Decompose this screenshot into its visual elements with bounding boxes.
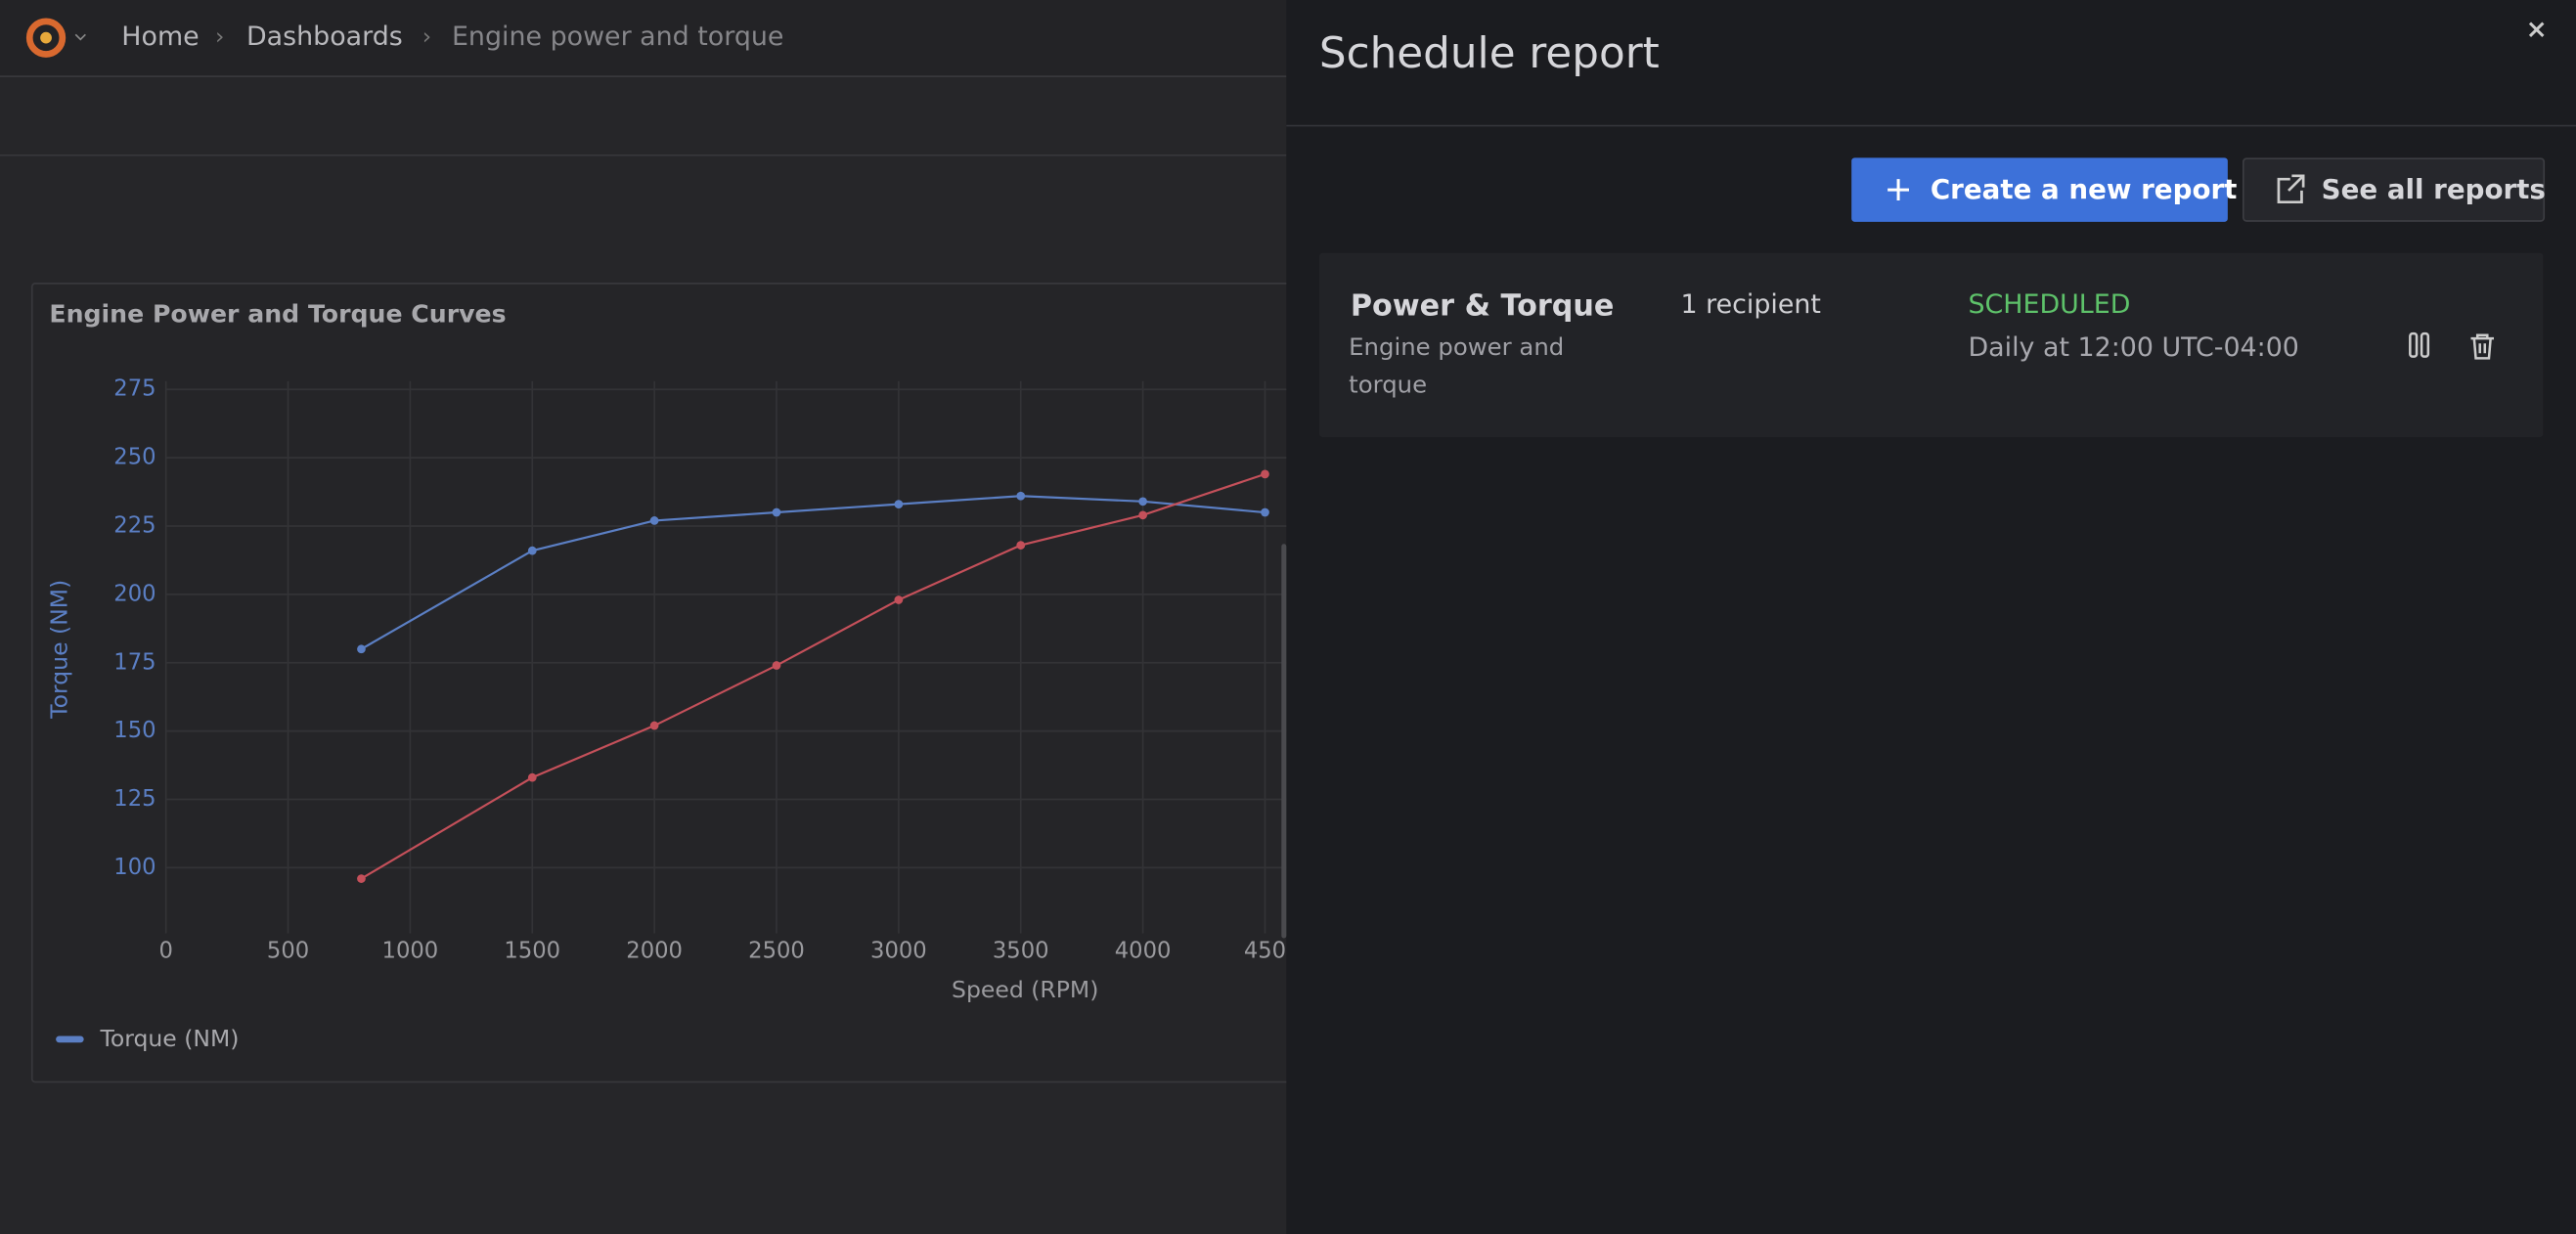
report-schedule: Daily at 12:00 UTC-04:00 bbox=[1968, 332, 2298, 363]
series-line bbox=[360, 472, 1266, 880]
data-point bbox=[649, 721, 659, 730]
report-description: Engine power and torque bbox=[1349, 334, 1565, 400]
data-point bbox=[772, 507, 781, 517]
legend-swatch bbox=[56, 1036, 84, 1043]
y-tick-label: 175 bbox=[113, 649, 155, 675]
x-tick-label: 1500 bbox=[504, 938, 560, 963]
y-tick-label: 125 bbox=[113, 786, 155, 812]
drawer: Schedule report Create a new report See … bbox=[1281, 0, 2576, 1234]
report-name: Power & Torque bbox=[1351, 289, 1615, 324]
x-tick-label: 3500 bbox=[993, 938, 1049, 963]
panel-title: Engine Power and Torque Curves bbox=[49, 300, 506, 329]
series-line bbox=[360, 495, 1266, 650]
external-link-icon bbox=[2277, 174, 2305, 204]
data-point bbox=[894, 595, 904, 604]
close-button[interactable] bbox=[2528, 22, 2545, 38]
logo-core bbox=[40, 31, 52, 44]
breadcrumb-link[interactable]: Dashboards bbox=[246, 22, 403, 52]
data-point bbox=[357, 874, 366, 883]
plus-icon bbox=[1888, 179, 1909, 201]
x-tick-label: 1000 bbox=[382, 938, 439, 963]
data-point bbox=[772, 661, 781, 670]
delete-button[interactable] bbox=[2470, 333, 2495, 360]
y-tick-label: 150 bbox=[113, 718, 155, 743]
close-icon bbox=[2528, 22, 2545, 38]
data-point bbox=[1138, 510, 1147, 520]
x-tick-label: 2500 bbox=[748, 938, 805, 963]
data-point bbox=[1261, 469, 1269, 479]
report-status: SCHEDULED bbox=[1968, 289, 2130, 320]
x-tick-label: 0 bbox=[158, 938, 172, 963]
scrollbar[interactable] bbox=[1281, 544, 1287, 939]
x-tick-label: 2000 bbox=[626, 938, 683, 963]
legend-label: Torque (NM) bbox=[99, 1025, 239, 1052]
report-card bbox=[1318, 252, 2544, 437]
create-report-button[interactable]: Create a new report bbox=[1851, 157, 2237, 222]
x-tick-label: 450 bbox=[1244, 938, 1286, 963]
separator: › bbox=[215, 22, 224, 50]
logo[interactable] bbox=[25, 18, 86, 58]
x-tick-label: 500 bbox=[267, 938, 309, 963]
pause-icon bbox=[2409, 331, 2419, 358]
trash-icon bbox=[2470, 333, 2495, 360]
drawer-title: Schedule report bbox=[1319, 28, 1660, 78]
button-label: Create a new report bbox=[1931, 173, 2238, 205]
breadcrumb-current: Engine power and torque bbox=[452, 22, 783, 52]
breadcrumb-link[interactable]: Home bbox=[121, 22, 199, 52]
x-tick-label: 4000 bbox=[1115, 938, 1172, 963]
data-point bbox=[1138, 497, 1147, 507]
report-recipients: 1 recipient bbox=[1680, 289, 1820, 320]
x-axis-label: Speed (RPM) bbox=[952, 976, 1098, 1003]
y-tick-label: 250 bbox=[113, 445, 155, 470]
logo-ring bbox=[25, 18, 67, 58]
data-point bbox=[1016, 541, 1026, 550]
report-description-box: Engine power and torque bbox=[1349, 334, 1565, 400]
y-tick-label: 275 bbox=[113, 376, 155, 402]
see-all-reports-button[interactable]: See all reports bbox=[2242, 157, 2546, 222]
separator: › bbox=[422, 22, 431, 50]
data-point bbox=[527, 772, 537, 782]
button-bg bbox=[2242, 157, 2546, 222]
y-axis-label: Torque (NM) bbox=[46, 580, 73, 720]
button-bg bbox=[1851, 157, 2228, 222]
y-tick-label: 225 bbox=[113, 513, 155, 539]
chart: 100 125 150 175 200 225 250 275 0 500 1000 1500 2000… bbox=[46, 376, 1299, 1052]
button-label: See all reports bbox=[2322, 173, 2546, 205]
chevron bbox=[74, 33, 86, 41]
pause-icon bbox=[2420, 331, 2430, 358]
data-point bbox=[649, 516, 659, 525]
pause-button[interactable] bbox=[2409, 331, 2430, 358]
data-point bbox=[894, 500, 904, 509]
data-point bbox=[1016, 491, 1026, 501]
y-tick-label: 200 bbox=[113, 581, 155, 606]
data-point bbox=[527, 546, 537, 555]
y-tick-label: 100 bbox=[113, 855, 155, 880]
data-point bbox=[1261, 507, 1269, 517]
data-point bbox=[357, 644, 366, 654]
x-tick-label: 3000 bbox=[870, 938, 927, 963]
